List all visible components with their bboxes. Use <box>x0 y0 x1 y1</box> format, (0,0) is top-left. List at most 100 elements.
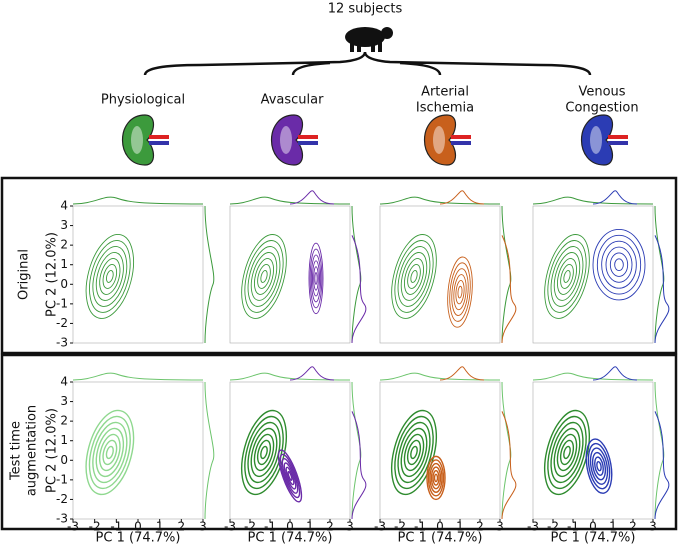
contour <box>98 433 121 472</box>
contour <box>589 447 609 485</box>
contour <box>605 246 633 283</box>
contour <box>406 439 422 466</box>
contour <box>391 234 437 319</box>
row-label: Original <box>17 249 32 300</box>
contour <box>257 264 271 289</box>
contour <box>550 421 584 484</box>
kidney-inner <box>280 126 292 154</box>
condition-label: Congestion <box>565 101 638 116</box>
y-tick-label: 3 <box>60 218 68 232</box>
contour <box>596 234 642 295</box>
panel: -3 -2 -1 0 1 2 3 4 PC 2 (12.0%) <box>45 196 215 350</box>
contour <box>256 439 272 466</box>
y-tick-label: 0 <box>60 277 68 291</box>
kidney-icon <box>122 114 155 166</box>
contour <box>596 460 602 472</box>
contour <box>601 240 637 289</box>
contour <box>585 438 613 494</box>
contour <box>430 466 442 490</box>
plot-area <box>229 381 351 520</box>
marginal-top <box>379 372 501 381</box>
contour <box>312 260 320 297</box>
kidney-icon <box>581 114 614 166</box>
contour <box>451 268 469 316</box>
contour <box>250 427 278 478</box>
condition-label: Avascular <box>261 93 325 108</box>
contour <box>260 445 268 460</box>
y-axis-label: PC 2 (12.0%) <box>45 408 60 493</box>
contour <box>253 258 275 295</box>
contour <box>253 433 275 472</box>
contour <box>95 252 124 301</box>
x-tick-label: 1 <box>306 520 314 534</box>
panel: -3 -2 -1 0 1 2 3 PC 1 (74.7%) <box>224 366 367 546</box>
y-tick-label: -2 <box>56 492 68 506</box>
contour <box>85 234 134 319</box>
x-tick-label: 0 <box>134 520 142 534</box>
contour <box>279 453 301 499</box>
contour <box>281 458 299 494</box>
x-axis-label: PC 1 (74.7%) <box>96 531 181 546</box>
plot-area <box>229 205 351 344</box>
plot-area <box>72 381 204 520</box>
contour <box>241 234 287 319</box>
kidney-inner <box>590 126 602 154</box>
contour <box>92 421 128 484</box>
kidney-icon <box>424 114 457 166</box>
contour <box>587 442 611 490</box>
contour <box>394 240 434 313</box>
contour <box>410 270 418 283</box>
contour <box>89 240 131 313</box>
marginal-right <box>654 235 670 344</box>
y-tick-label: -3 <box>56 512 68 526</box>
marginal-top <box>532 372 654 381</box>
contour <box>609 252 629 277</box>
contour <box>92 246 128 307</box>
marginal-top <box>72 372 204 381</box>
marginal-top <box>72 196 204 205</box>
y-tick-label: -2 <box>56 316 68 330</box>
contour <box>85 409 135 496</box>
x-tick-label: 0 <box>286 520 294 534</box>
marginal-top <box>592 190 638 205</box>
contour <box>277 449 303 503</box>
contour <box>88 415 131 490</box>
marginal-right <box>204 381 215 520</box>
artery <box>149 135 169 139</box>
contour <box>457 285 463 299</box>
x-tick-label: 3 <box>199 520 207 534</box>
contour <box>403 433 425 472</box>
contour <box>247 246 281 307</box>
vein <box>149 141 169 145</box>
y-tick-label: 3 <box>60 394 68 408</box>
contour <box>427 459 445 497</box>
contour <box>95 427 125 478</box>
panel <box>229 190 367 344</box>
contour <box>429 462 443 493</box>
x-tick-label: -1 <box>414 520 426 534</box>
contour <box>410 445 418 460</box>
vein <box>298 141 318 145</box>
contour <box>547 240 587 313</box>
x-tick-label: 0 <box>436 520 444 534</box>
x-tick-label: 2 <box>476 520 484 534</box>
contour <box>308 242 324 315</box>
x-tick-label: 1 <box>456 520 464 534</box>
x-tick-label: 2 <box>629 520 637 534</box>
contour <box>313 266 319 291</box>
contour <box>553 427 581 478</box>
pig-icon <box>345 27 393 52</box>
marginal-right <box>501 235 517 344</box>
contour <box>397 246 431 307</box>
row-box <box>0 353 678 531</box>
marginal-right <box>204 205 215 344</box>
x-tick-label: 1 <box>156 520 164 534</box>
contour <box>426 455 446 501</box>
contour <box>433 473 439 483</box>
y-tick-label: 0 <box>60 453 68 467</box>
marginal-top <box>439 366 485 381</box>
kidney-inner <box>131 126 143 154</box>
marginal-top <box>532 196 654 205</box>
